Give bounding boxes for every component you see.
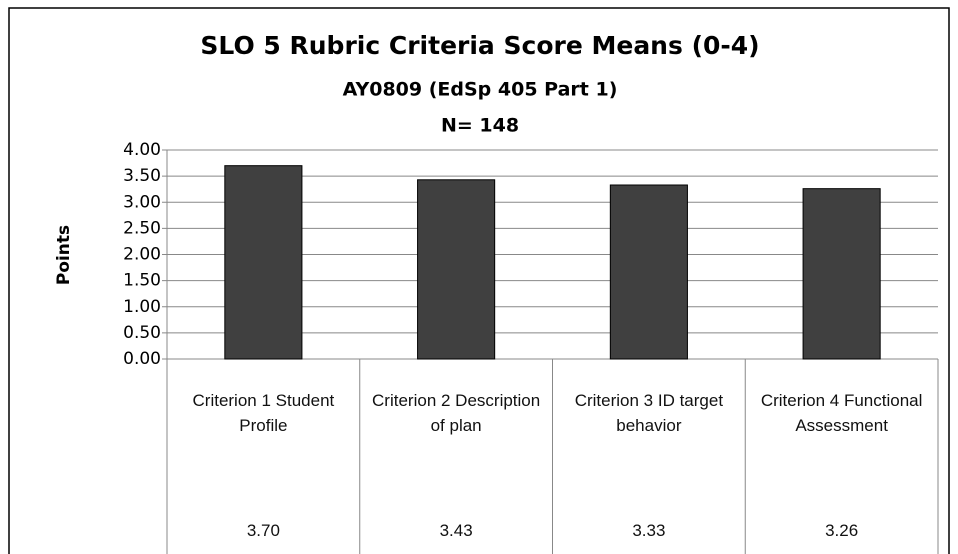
bar xyxy=(802,188,881,360)
y-tick-label: 1.50 xyxy=(123,271,161,291)
y-tick-label: 4.00 xyxy=(123,140,161,160)
bar xyxy=(417,179,496,360)
y-tick-label: 3.50 xyxy=(123,166,161,186)
y-tick-label: 1.00 xyxy=(123,297,161,317)
category-label: Criterion 2 Description of plan xyxy=(372,391,541,435)
value-label: 3.43 xyxy=(439,521,473,540)
y-axis-label: Points xyxy=(54,225,74,285)
chart-note: N= 148 xyxy=(441,115,519,137)
y-tick-label: 2.50 xyxy=(123,218,161,238)
y-tick-label: 3.00 xyxy=(123,192,161,212)
category-label: Criterion 3 ID target behavior xyxy=(574,391,724,435)
y-tick-label: 0.50 xyxy=(123,323,161,343)
value-label: 3.70 xyxy=(246,521,280,540)
category-label: Criterion 1 Student Profile xyxy=(192,391,335,435)
chart-subtitle: AY0809 (EdSp 405 Part 1) xyxy=(343,79,618,101)
value-label: 3.33 xyxy=(632,521,666,540)
bar xyxy=(224,165,303,360)
value-label: 3.26 xyxy=(825,521,859,540)
category-label: Criterion 4 Functional Assessment xyxy=(760,391,923,435)
y-tick-label: 2.00 xyxy=(123,245,161,265)
y-tick-label: 0.00 xyxy=(123,349,161,369)
bar xyxy=(609,184,688,360)
chart-title: SLO 5 Rubric Criteria Score Means (0-4) xyxy=(200,31,759,60)
